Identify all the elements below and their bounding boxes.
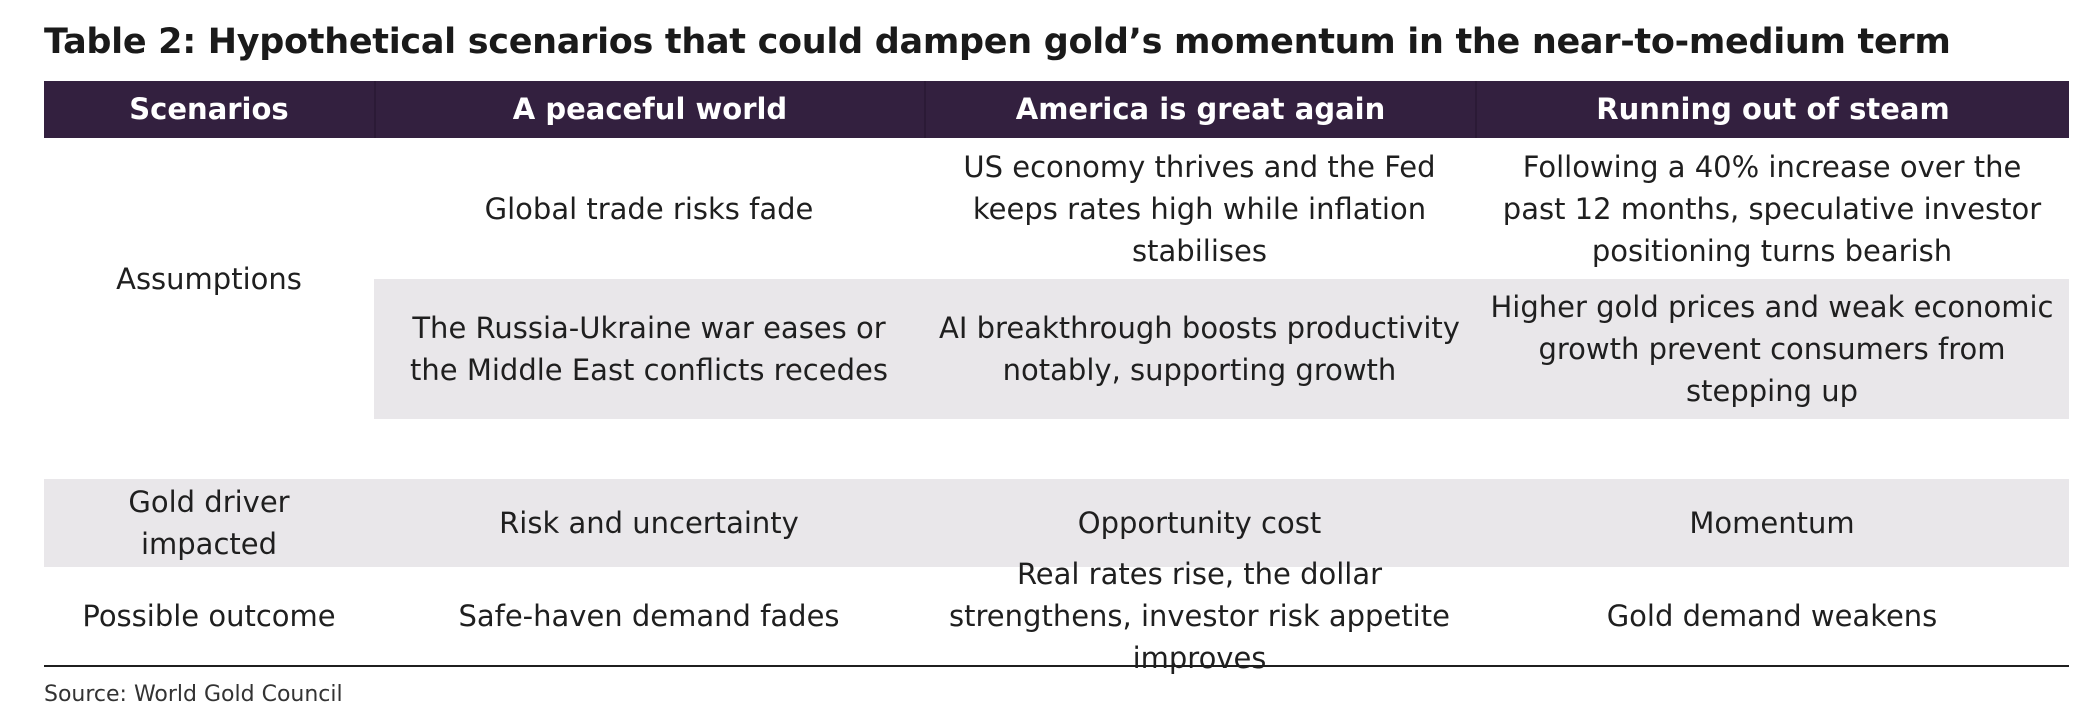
- table-header-row: Scenarios A peaceful world America is gr…: [44, 81, 2069, 138]
- assumption-america-great-1: US economy thrives and the Fed keeps rat…: [963, 149, 1436, 268]
- outcome-label: Possible outcome: [82, 599, 336, 633]
- header-america-great-again: America is great again: [924, 81, 1475, 138]
- driver-label: Gold driver impacted: [128, 485, 290, 561]
- header-running-out-of-steam: Running out of steam: [1475, 81, 2069, 138]
- assumption-running-out-1: Following a 40% increase over the past 1…: [1502, 149, 2042, 268]
- driver-america-great: Opportunity cost: [1077, 506, 1322, 540]
- source-note: Source: World Gold Council: [44, 682, 343, 707]
- assumptions-row-1: Global trade risks fade US economy thriv…: [374, 138, 2069, 279]
- assumption-peaceful-world-2: The Russia-Ukraine war eases or the Midd…: [410, 311, 888, 387]
- outcome-america-great: Real rates rise, the dollar strengthens,…: [949, 557, 1450, 675]
- outcome-row: Possible outcome Safe-haven demand fades…: [44, 557, 2069, 675]
- table-title: Table 2: Hypothetical scenarios that cou…: [44, 22, 1951, 62]
- assumption-running-out-2: Higher gold prices and weak economic gro…: [1490, 290, 2054, 408]
- outcome-running-out: Gold demand weakens: [1606, 599, 1938, 633]
- driver-row: Gold driver impacted Risk and uncertaint…: [44, 479, 2069, 567]
- assumptions-row-2: The Russia-Ukraine war eases or the Midd…: [374, 279, 2069, 419]
- driver-running-out: Momentum: [1689, 506, 1855, 540]
- assumption-peaceful-world-1: Global trade risks fade: [484, 191, 814, 226]
- driver-peaceful-world: Risk and uncertainty: [499, 506, 799, 540]
- header-peaceful-world: A peaceful world: [374, 81, 924, 138]
- assumptions-label: Assumptions: [116, 261, 302, 296]
- scenarios-table: Scenarios A peaceful world America is gr…: [44, 81, 2069, 675]
- outcome-peaceful-world: Safe-haven demand fades: [458, 599, 840, 633]
- assumptions-section: Assumptions Global trade risks fade US e…: [44, 138, 2069, 479]
- assumption-america-great-2: AI breakthrough boosts productivity nota…: [939, 311, 1460, 387]
- header-scenarios: Scenarios: [129, 92, 289, 126]
